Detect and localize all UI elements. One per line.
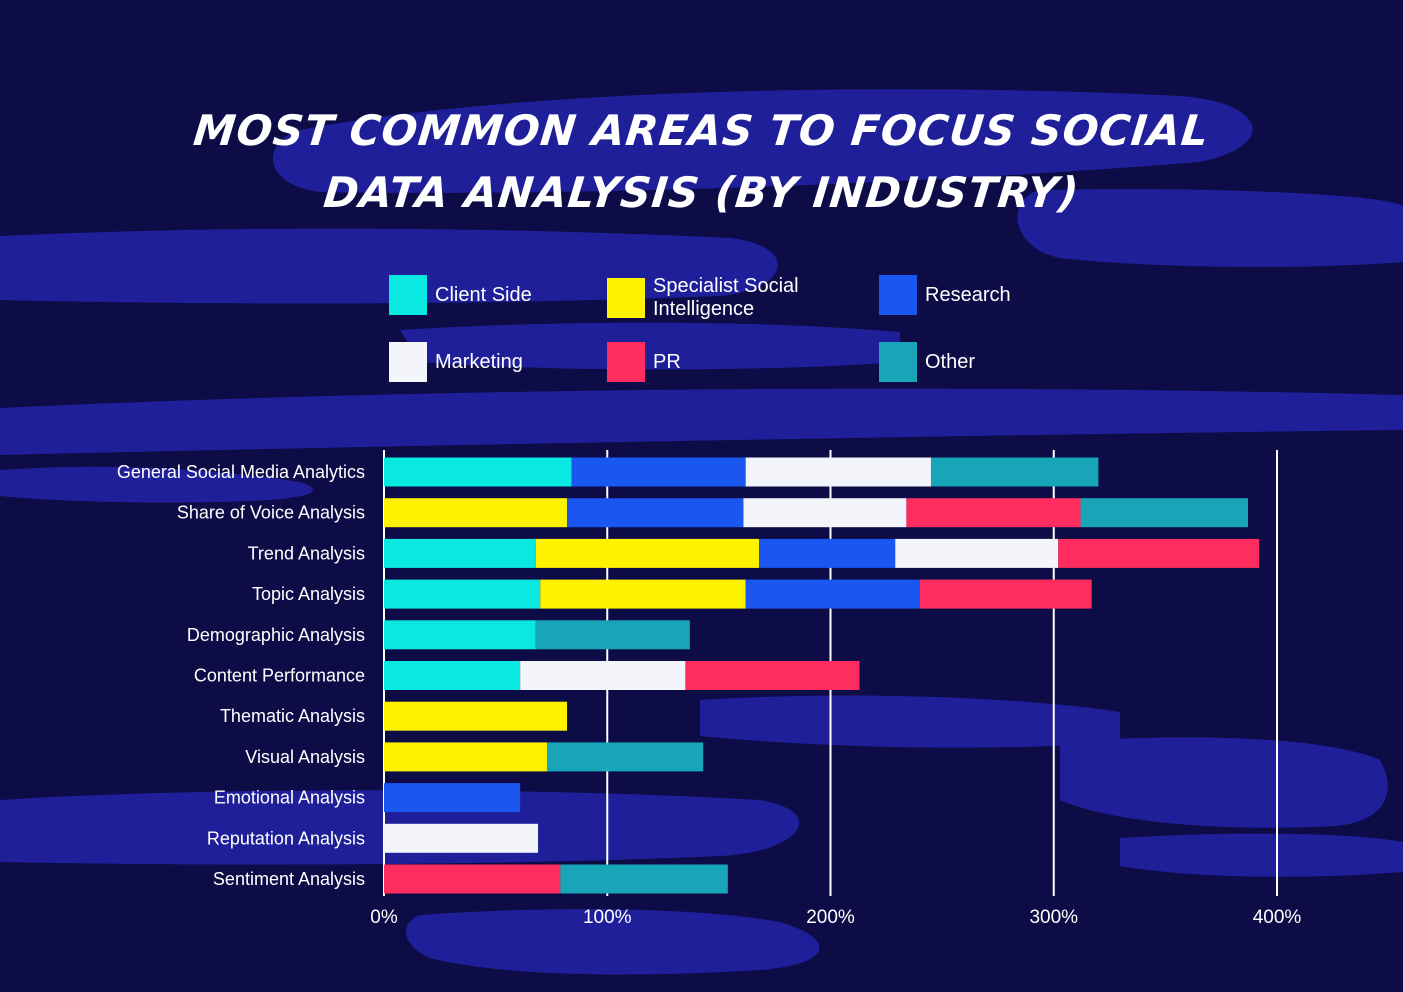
bar-demographic-analysis-other <box>535 620 690 650</box>
bar-trend-analysis-specialist-social-intelligence <box>535 538 760 568</box>
y-tick-label: Emotional Analysis <box>214 788 365 808</box>
y-tick-label: Reputation Analysis <box>207 828 365 848</box>
x-tick-label: 200% <box>806 907 855 928</box>
bar-visual-analysis-other <box>546 742 704 772</box>
y-tick-label: Thematic Analysis <box>220 706 365 726</box>
legend-label-research: Research <box>925 283 1011 306</box>
legend-swatch-other <box>879 342 917 382</box>
legend-item-research: Research <box>879 275 1125 315</box>
bar-reputation-analysis-marketing <box>384 823 539 853</box>
bar-demographic-analysis-client-side <box>384 620 536 650</box>
legend-label-specialist: Specialist Social Intelligence <box>653 275 799 320</box>
x-tick-label: 0% <box>370 907 398 928</box>
legend-swatch-specialist <box>607 278 645 318</box>
y-tick-label: Demographic Analysis <box>187 625 365 645</box>
bar-sentiment-analysis-pr <box>384 864 561 894</box>
legend-item-other: Other <box>879 342 1125 382</box>
bar-topic-analysis-pr <box>919 579 1092 609</box>
bar-general-social-media-analytics-client-side <box>384 457 572 487</box>
bar-share-of-voice-analysis-research <box>567 498 744 528</box>
bar-trend-analysis-research <box>759 538 896 568</box>
legend-swatch-client-side <box>389 275 427 315</box>
legend-label-marketing: Marketing <box>435 350 523 373</box>
bar-emotional-analysis-research <box>384 783 521 813</box>
legend-swatch-pr <box>607 342 645 382</box>
legend-item-pr: PR <box>607 342 853 382</box>
bar-share-of-voice-analysis-pr <box>906 498 1081 528</box>
y-tick-label: Share of Voice Analysis <box>177 503 365 523</box>
bar-trend-analysis-client-side <box>384 538 536 568</box>
legend-swatch-marketing <box>389 342 427 382</box>
legend-item-client-side: Client Side <box>389 275 635 315</box>
bar-trend-analysis-marketing <box>895 538 1059 568</box>
bar-general-social-media-analytics-marketing <box>745 457 931 487</box>
y-tick-label: Trend Analysis <box>248 543 365 563</box>
legend-item-marketing: Marketing <box>389 342 635 382</box>
bar-general-social-media-analytics-research <box>571 457 746 487</box>
bar-share-of-voice-analysis-other <box>1080 498 1248 528</box>
bar-sentiment-analysis-other <box>560 864 728 894</box>
bar-share-of-voice-analysis-specialist-social-intelligence <box>384 498 568 528</box>
y-tick-label: General Social Media Analytics <box>117 462 365 482</box>
bar-content-performance-pr <box>685 661 860 690</box>
legend-label-client-side: Client Side <box>435 283 532 306</box>
bar-share-of-voice-analysis-marketing <box>743 498 907 528</box>
bar-thematic-analysis-specialist-social-intelligence <box>384 701 568 731</box>
bar-trend-analysis-pr <box>1058 538 1260 568</box>
legend-swatch-research <box>879 275 917 315</box>
bar-topic-analysis-research <box>745 579 920 609</box>
x-tick-label: 400% <box>1253 907 1302 928</box>
legend-label-other: Other <box>925 350 976 373</box>
bar-general-social-media-analytics-other <box>930 457 1099 487</box>
legend-item-specialist: Specialist Social Intelligence <box>607 275 823 321</box>
x-tick-label: 100% <box>583 907 632 928</box>
y-tick-label: Topic Analysis <box>252 584 365 604</box>
bar-topic-analysis-client-side <box>384 579 541 609</box>
legend-label-pr: PR <box>653 350 681 373</box>
bar-content-performance-client-side <box>384 661 521 690</box>
bar-content-performance-marketing <box>520 661 686 690</box>
y-tick-label: Sentiment Analysis <box>213 869 365 889</box>
bar-visual-analysis-specialist-social-intelligence <box>384 742 547 772</box>
y-tick-label: Visual Analysis <box>245 747 365 767</box>
bar-topic-analysis-specialist-social-intelligence <box>540 579 746 609</box>
y-tick-label: Content Performance <box>194 666 365 686</box>
x-tick-label: 300% <box>1029 907 1078 928</box>
